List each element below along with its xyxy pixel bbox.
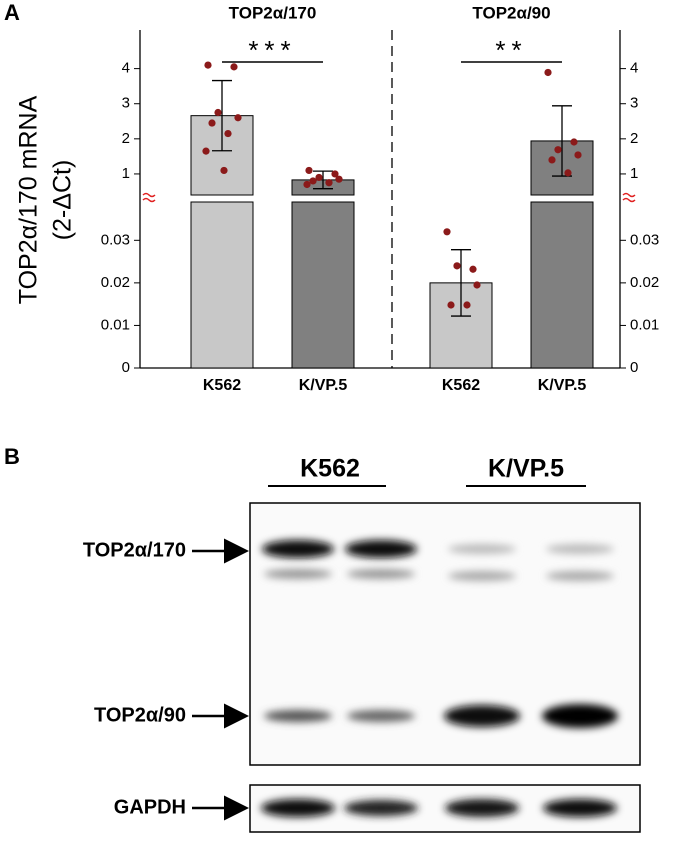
data-point [463,301,471,309]
data-point [214,108,222,117]
y-tick-label: 1 [630,165,638,182]
data-point [202,147,210,155]
data-point [443,228,451,236]
y-tick-label: 0.03 [101,231,130,248]
y-tick-label: 0.02 [101,274,130,291]
y-tick-label: 0.03 [630,231,659,248]
panel-title: TOP2α/90 [472,3,550,22]
y-tick-label: 0 [122,359,130,376]
y-tick-label: 0.02 [630,274,659,291]
y-tick-label: 2 [630,130,638,147]
row-label: TOP2α/170 [83,539,186,561]
row-label: TOP2α/90 [94,704,186,726]
y-tick-label: 0 [630,359,638,376]
data-point [305,166,313,175]
data-point [453,262,461,270]
y-axis-label: TOP2α/170 mRNA [15,95,43,304]
bar [530,201,594,369]
group-label: K562 [300,455,360,483]
data-point [447,301,455,309]
data-point [303,180,311,189]
axis-break [142,192,636,203]
data-point [220,166,228,175]
y-tick-label: 4 [630,60,638,77]
data-point [335,175,343,183]
significance: ** [495,35,527,65]
data-point [224,129,232,138]
data-point [564,169,572,177]
y-tick-label: 0.01 [630,316,659,333]
data-point [570,138,578,146]
y-tick-label: 2 [122,130,130,147]
y-tick-label: 3 [630,95,638,112]
data-point [574,151,582,159]
data-point [204,61,212,69]
x-tick-label: K/VP.5 [299,377,348,394]
x-tick-label: K562 [442,377,480,394]
y-tick-label: 3 [122,95,130,112]
data-point [548,156,556,164]
y-axis-label: (2-ΔCt) [49,160,77,241]
data-point [554,146,562,154]
data-point [469,265,477,273]
bar [291,201,355,369]
x-tick-label: K562 [203,377,241,394]
data-point [309,177,317,185]
y-tick-label: 4 [122,60,130,77]
data-point [473,281,481,289]
row-label: GAPDH [114,796,186,818]
group-label: K/VP.5 [488,455,564,483]
data-point [234,114,242,122]
data-point [230,63,238,71]
x-tick-label: K/VP.5 [538,377,587,394]
panel-label: B [4,444,20,469]
bands [261,540,618,817]
data-point [315,173,323,182]
y-tick-label: 1 [122,165,130,182]
data-point [544,68,552,77]
panel-label: A [4,0,20,25]
data-point [208,119,216,127]
significance: *** [248,35,296,65]
data-point [331,170,339,178]
y-tick-label: 0.01 [101,316,130,333]
data-point [325,179,333,187]
panel-title: TOP2α/170 [229,3,317,22]
bar [190,201,254,369]
